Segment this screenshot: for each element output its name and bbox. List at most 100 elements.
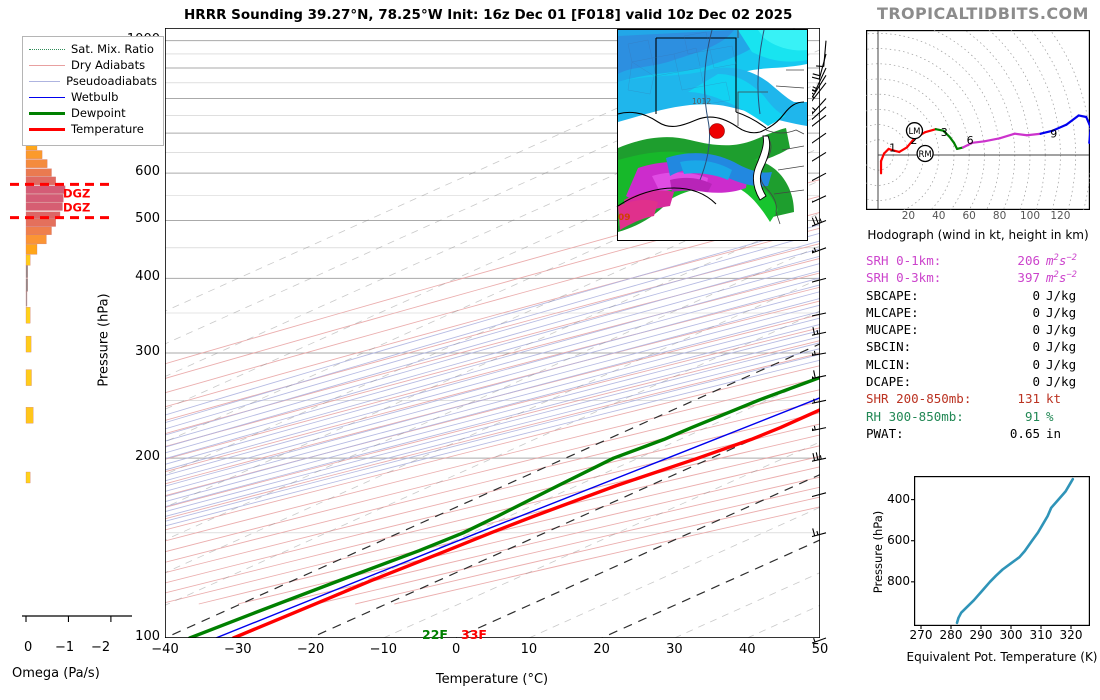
storm-motion-rm: RM xyxy=(918,150,931,160)
legend-label: Wetbulb xyxy=(71,90,119,104)
theta-e-panel xyxy=(866,476,1090,636)
theta-e-xlabel: Equivalent Pot. Temperature (K) xyxy=(906,650,1098,664)
stat-value: 131 xyxy=(1017,391,1040,407)
theta-e-ytick-labels: 400 600 800 xyxy=(866,476,914,626)
radar-map-inset[interactable]: 1012 09 xyxy=(617,29,808,241)
stat-label: PWAT: xyxy=(866,425,904,441)
stat-label: SHR 200-850mb: xyxy=(866,391,972,407)
temperature-tick-20: 20 xyxy=(593,642,610,657)
stat-row: SHR 200-850mb: 131 kt xyxy=(866,391,1096,408)
stat-value: 0 xyxy=(1032,287,1040,303)
hodograph-plot: 1 2 3 6 9 LM RM xyxy=(866,30,1090,210)
hodograph-xtick-60: 60 xyxy=(962,210,976,222)
stat-row: DCAPE: 0 J/kg xyxy=(866,374,1096,391)
hodograph-xtick-40: 40 xyxy=(932,210,946,222)
legend-item-3: Wetbulb xyxy=(29,89,157,105)
stat-value: 91 xyxy=(1024,408,1040,424)
surface-temperature-label: 33F xyxy=(461,627,487,642)
stat-label: SRH 0-1km: xyxy=(866,253,942,269)
wind-barb-column xyxy=(812,20,868,645)
omega-xtick-2: −2 xyxy=(91,640,111,655)
hodograph-height-label-6: 6 xyxy=(967,134,974,147)
stat-unit: in xyxy=(1046,425,1062,441)
theta-e-ytick-400: 400 xyxy=(887,491,910,506)
temperature-tick-labels: −40 −30 −20 −10 0 10 20 30 40 50 xyxy=(151,642,828,662)
temperature-tick-50: 50 xyxy=(811,642,829,657)
temperature-tick--40: −40 xyxy=(151,642,179,657)
temperature-tick--20: −20 xyxy=(296,642,325,657)
pressure-tick-200: 200 xyxy=(135,449,160,465)
site-brand: TROPICALTIDBITS.COM xyxy=(877,4,1089,23)
pressure-tick-300: 300 xyxy=(135,343,160,359)
legend-swatch xyxy=(29,64,65,66)
legend-label: Temperature xyxy=(71,122,144,136)
hodograph-height-label-3: 3 xyxy=(941,126,948,139)
hodograph-xtick-100: 100 xyxy=(1019,210,1041,222)
dgz-label-bottom: DGZ xyxy=(63,186,90,200)
stat-row: MLCIN: 0 J/kg xyxy=(866,357,1096,374)
stat-row: MLCAPE: 0 J/kg xyxy=(866,305,1096,322)
temperature-tick-10: 10 xyxy=(520,642,538,657)
stat-unit: J/kg xyxy=(1046,322,1077,338)
pressure-tick-400: 400 xyxy=(135,269,160,285)
hodograph-panel: 1 2 3 6 9 LM RM xyxy=(866,30,1090,210)
stat-value: 0.65 xyxy=(1009,425,1040,441)
stat-unit: J/kg xyxy=(1046,287,1077,303)
legend-label: Dry Adiabats xyxy=(71,58,146,72)
stat-unit: m2s−2 xyxy=(1046,270,1077,286)
theta-e-xtick-320: 320 xyxy=(1059,628,1083,642)
hodograph-height-label-1: 1 xyxy=(889,141,896,154)
stat-value: 0 xyxy=(1032,356,1040,372)
dgz-label-top: DGZ xyxy=(63,201,90,215)
page-title: HRRR Sounding 39.27°N, 78.25°W Init: 16z… xyxy=(184,7,793,23)
stat-value: 0 xyxy=(1032,374,1040,390)
stat-value: 0 xyxy=(1032,339,1040,355)
legend-item-2: Pseudoadiabats xyxy=(29,73,157,89)
omega-xaxis-label: Omega (Pa/s) xyxy=(12,666,100,681)
theta-e-ytick-800: 800 xyxy=(887,573,910,588)
stat-label: RH 300-850mb: xyxy=(866,408,964,424)
legend-item-0: Sat. Mix. Ratio xyxy=(29,41,157,57)
theta-e-xtick-300: 300 xyxy=(999,628,1023,642)
stat-label: MLCIN: xyxy=(866,356,912,372)
stat-value: 0 xyxy=(1032,322,1040,338)
theta-e-xtick-labels: 270 280 290 300 310 320 xyxy=(866,628,1090,644)
temperature-tick-30: 30 xyxy=(666,642,683,657)
stat-value: 397 xyxy=(1017,270,1040,286)
stat-unit: J/kg xyxy=(1046,356,1077,372)
legend-label: Pseudoadiabats xyxy=(66,74,157,88)
omega-xtick-0: 0 xyxy=(24,640,33,655)
stat-label: MLCAPE: xyxy=(866,304,919,320)
radar-map: 1012 09 xyxy=(618,30,807,240)
stat-row: MUCAPE: 0 J/kg xyxy=(866,322,1096,339)
stat-value: 0 xyxy=(1032,304,1040,320)
stat-value: 206 xyxy=(1017,253,1040,269)
legend-item-5: Temperature xyxy=(29,121,157,137)
theta-e-xtick-280: 280 xyxy=(939,628,963,642)
wind-barbs xyxy=(812,40,827,644)
storm-motion-lm: LM xyxy=(908,127,920,137)
stat-unit: m2s−2 xyxy=(1046,253,1077,269)
legend-label: Dewpoint xyxy=(71,106,126,120)
isobar-label-1012: 1012 xyxy=(692,97,711,106)
theta-e-ytick-600: 600 xyxy=(887,532,910,547)
temperature-tick--10: −10 xyxy=(369,642,398,657)
stat-row: SRH 0-3km: 397 m2s−2 xyxy=(866,270,1096,287)
hodograph-xtick-120: 120 xyxy=(1050,210,1071,222)
stat-row: PWAT: 0.65 in xyxy=(866,426,1096,443)
theta-e-xtick-270: 270 xyxy=(909,628,933,642)
temperature-tick-40: 40 xyxy=(738,642,756,657)
omega-xtick-1: −1 xyxy=(55,640,75,655)
stat-label: SBCAPE: xyxy=(866,287,919,303)
stat-unit: % xyxy=(1046,408,1054,424)
stat-unit: J/kg xyxy=(1046,339,1077,355)
temperature-tick--30: −30 xyxy=(224,642,252,657)
hodograph-xtick-80: 80 xyxy=(992,210,1007,222)
stat-unit: J/kg xyxy=(1046,374,1077,390)
station-location-dot xyxy=(709,123,725,139)
theta-e-xtick-310: 310 xyxy=(1029,628,1053,642)
hodograph-xtick-labels: 20 40 60 80 100 120 xyxy=(866,210,1090,224)
omega-xtick-labels: 0 −1 −2 xyxy=(0,640,140,658)
theta-e-xtick-290: 290 xyxy=(969,628,993,642)
hodograph-xtick-20: 20 xyxy=(901,210,916,222)
